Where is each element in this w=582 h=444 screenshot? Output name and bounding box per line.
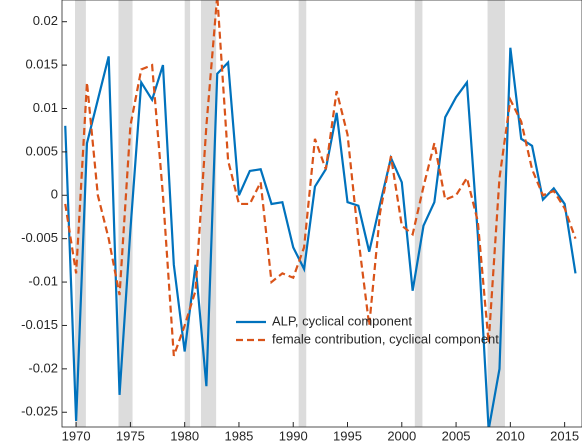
y-tick-label: -0.015 bbox=[21, 317, 58, 332]
legend-label: female contribution, cyclical component bbox=[272, 331, 499, 346]
plot-area bbox=[64, 0, 577, 427]
y-tick-label: -0.005 bbox=[21, 230, 58, 245]
x-tick-label: 1990 bbox=[279, 428, 308, 443]
y-tick-label: 0.01 bbox=[33, 100, 58, 115]
series-line bbox=[64, 47, 577, 427]
y-tick-label: -0.025 bbox=[21, 404, 58, 419]
y-tick-label: 0.015 bbox=[25, 57, 58, 72]
recession-band bbox=[184, 0, 191, 427]
axes-box bbox=[61, 0, 582, 428]
series-line bbox=[64, 0, 577, 357]
x-tick-label: 2010 bbox=[496, 428, 525, 443]
recession-band bbox=[118, 0, 133, 427]
x-tick-label: 1975 bbox=[116, 428, 145, 443]
x-tick-label: 2000 bbox=[387, 428, 416, 443]
x-tick-label: 1995 bbox=[333, 428, 362, 443]
x-tick-label: 1980 bbox=[170, 428, 199, 443]
x-tick-label: 2015 bbox=[550, 428, 579, 443]
recession-band bbox=[298, 0, 307, 427]
x-tick-label: 1985 bbox=[224, 428, 253, 443]
y-tick-label: -0.01 bbox=[28, 274, 58, 289]
legend-label: ALP, cyclical component bbox=[272, 313, 412, 328]
x-tick-label: 2005 bbox=[442, 428, 471, 443]
y-tick-label: -0.02 bbox=[28, 360, 58, 375]
recession-band bbox=[75, 0, 86, 427]
y-tick-label: 0.02 bbox=[33, 13, 58, 28]
y-tick-label: 0.005 bbox=[25, 143, 58, 158]
y-tick-label: 0 bbox=[51, 187, 58, 202]
recession-band bbox=[200, 0, 217, 427]
recession-band bbox=[487, 0, 505, 427]
x-tick-label: 1970 bbox=[62, 428, 91, 443]
recession-band bbox=[414, 0, 423, 427]
